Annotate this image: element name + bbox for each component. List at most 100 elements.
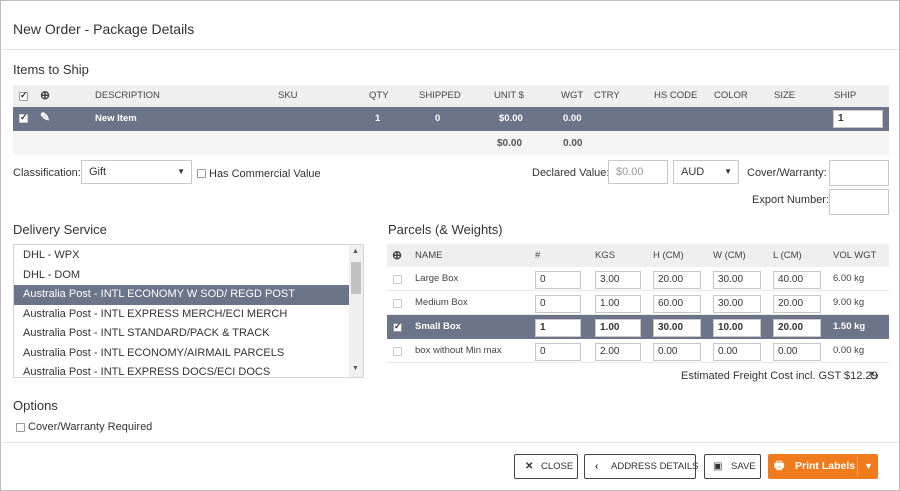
cover-required-checkbox[interactable]	[16, 423, 25, 432]
select-all-checkbox[interactable]	[19, 90, 28, 101]
classification-value: Gift	[89, 166, 107, 178]
parcel-count-input[interactable]: 0	[535, 343, 581, 361]
item-unit: $0.00	[499, 113, 523, 124]
list-item[interactable]: Australia Post - INTL EXPRESS MERCH/ECI …	[23, 307, 288, 320]
items-table-header: ⊕ DESCRIPTION SKU QTY SHIPPED UNIT $ WGT…	[13, 85, 889, 107]
scroll-thumb[interactable]	[351, 262, 361, 294]
classification-label: Classification:	[13, 167, 81, 179]
list-item[interactable]: DHL - WPX	[23, 249, 80, 261]
col-unit: UNIT $	[494, 90, 524, 101]
parcel-l-input[interactable]: 0.00	[773, 343, 821, 361]
parcel-h-input[interactable]: 0.00	[653, 343, 701, 361]
footer-divider	[2, 442, 898, 443]
total-wgt: 0.00	[563, 138, 583, 149]
address-details-button[interactable]: ‹ ADDRESS DETAILS	[584, 454, 698, 479]
table-row[interactable]: ✎ New Item 1 0 $0.00 0.00 1	[13, 107, 889, 131]
item-shipped: 0	[435, 113, 441, 124]
split-divider	[857, 457, 858, 476]
parcel-count-input[interactable]: 1	[535, 319, 581, 337]
parcel-l-input[interactable]: 20.00	[773, 295, 821, 313]
cover-warranty-input[interactable]	[829, 160, 889, 186]
list-item[interactable]: Australia Post - INTL EXPRESS DOCS/ECI D…	[23, 366, 271, 378]
parcel-l-input[interactable]: 20.00	[773, 319, 821, 337]
items-totals-row: $0.00 0.00	[13, 131, 889, 155]
col-w: W (CM)	[713, 250, 746, 261]
export-number-input[interactable]	[829, 189, 889, 215]
list-item[interactable]: Australia Post - INTL ECONOMY W SOD/ REG…	[14, 285, 350, 305]
close-button[interactable]: ✕ CLOSE	[514, 454, 578, 479]
parcel-volwgt: 1.50 kg	[833, 321, 866, 332]
parcel-l-input[interactable]: 40.00	[773, 271, 821, 289]
print-labels-label: Print Labels	[795, 460, 856, 472]
list-scrollbar[interactable]: ▲ ▼	[349, 245, 363, 377]
declared-value-input[interactable]: $0.00	[608, 160, 668, 184]
parcel-h-input[interactable]: 60.00	[653, 295, 701, 313]
save-button-label: SAVE	[731, 461, 756, 472]
chevron-down-icon: ▼	[177, 167, 185, 176]
table-row[interactable]: Small Box 1 1.00 30.00 10.00 20.00 1.50 …	[387, 315, 889, 339]
save-button[interactable]: ▣ SAVE	[704, 454, 761, 479]
table-row[interactable]: box without Min max 0 2.00 0.00 0.00 0.0…	[387, 339, 889, 363]
table-row[interactable]: Large Box 0 3.00 20.00 30.00 40.00 6.00 …	[387, 267, 889, 291]
parcel-h-input[interactable]: 20.00	[653, 271, 701, 289]
currency-select[interactable]: AUD ▼	[673, 160, 739, 184]
list-item[interactable]: Australia Post - INTL STANDARD/PACK & TR…	[23, 327, 270, 339]
parcels-section-title: Parcels (& Weights)	[388, 222, 503, 237]
has-commercial-label: Has Commercial Value	[209, 168, 321, 180]
col-wgt: WGT	[561, 90, 584, 101]
parcel-kgs-input[interactable]: 3.00	[595, 271, 641, 289]
parcel-w-input[interactable]: 30.00	[713, 295, 761, 313]
list-item[interactable]: Australia Post - INTL ECONOMY/AIRMAIL PA…	[23, 346, 285, 359]
save-icon: ▣	[713, 461, 723, 472]
item-row-checkbox[interactable]	[19, 112, 28, 123]
col-size: SIZE	[774, 90, 796, 101]
pencil-icon[interactable]: ✎	[40, 110, 51, 124]
item-wgt: 0.00	[563, 113, 582, 124]
parcel-volwgt: 6.00 kg	[833, 273, 865, 284]
ship-qty-input[interactable]: 1	[833, 110, 883, 128]
parcel-volwgt: 0.00 kg	[833, 345, 865, 356]
col-qty: QTY	[369, 90, 389, 101]
parcel-checkbox[interactable]	[393, 347, 402, 356]
refresh-icon[interactable]: ↻	[869, 369, 880, 383]
parcel-checkbox[interactable]	[393, 299, 402, 308]
item-description: New Item	[95, 113, 137, 124]
parcel-checkbox[interactable]	[393, 275, 402, 284]
chevron-left-icon: ‹	[595, 461, 599, 472]
caret-down-icon[interactable]: ▼	[864, 461, 873, 471]
total-unit: $0.00	[497, 138, 523, 149]
table-row[interactable]: Medium Box 0 1.00 60.00 30.00 20.00 9.00…	[387, 291, 889, 315]
list-item[interactable]: DHL - DOM	[23, 268, 81, 281]
parcel-name: Small Box	[415, 321, 461, 332]
classification-select[interactable]: Gift ▼	[81, 160, 192, 184]
parcel-kgs-input[interactable]: 1.00	[595, 319, 641, 337]
add-parcel-icon[interactable]: ⊕	[392, 248, 403, 262]
parcel-h-input[interactable]: 30.00	[653, 319, 701, 337]
col-kgs: KGS	[595, 250, 616, 261]
print-labels-button[interactable]: 🖶 Print Labels ▼	[768, 454, 878, 479]
dialog-title: New Order - Package Details	[13, 21, 195, 37]
chevron-down-icon: ▼	[724, 167, 732, 176]
scroll-up-icon[interactable]: ▲	[352, 248, 359, 255]
col-ship: SHIP	[834, 90, 857, 101]
delivery-service-list[interactable]: DHL - WPX DHL - DOM Australia Post - INT…	[13, 244, 364, 378]
parcel-w-input[interactable]: 0.00	[713, 343, 761, 361]
parcel-w-input[interactable]: 30.00	[713, 271, 761, 289]
col-count: #	[535, 250, 541, 261]
parcel-kgs-input[interactable]: 2.00	[595, 343, 641, 361]
parcel-count-input[interactable]: 0	[535, 271, 581, 289]
parcel-checkbox[interactable]	[393, 321, 402, 332]
parcel-name: box without Min max	[415, 345, 502, 356]
parcel-count-input[interactable]: 0	[535, 295, 581, 313]
options-section-title: Options	[13, 398, 58, 413]
title-divider	[2, 49, 898, 50]
has-commercial-checkbox[interactable]	[197, 169, 206, 178]
scroll-down-icon[interactable]: ▼	[352, 365, 359, 372]
close-button-label: CLOSE	[541, 461, 574, 472]
items-section-title: Items to Ship	[13, 62, 89, 77]
add-item-icon[interactable]: ⊕	[40, 88, 51, 102]
parcel-kgs-input[interactable]: 1.00	[595, 295, 641, 313]
col-name: NAME	[415, 250, 443, 261]
parcel-w-input[interactable]: 10.00	[713, 319, 761, 337]
